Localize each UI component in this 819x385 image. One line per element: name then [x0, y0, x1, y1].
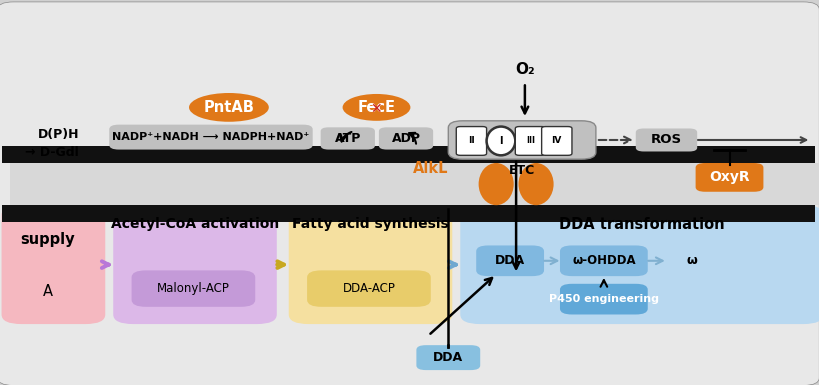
FancyBboxPatch shape	[2, 205, 105, 324]
FancyBboxPatch shape	[455, 127, 486, 155]
FancyBboxPatch shape	[109, 125, 312, 149]
Text: DDA transformation: DDA transformation	[559, 217, 724, 232]
Text: I: I	[499, 136, 502, 146]
FancyBboxPatch shape	[695, 163, 762, 192]
Text: P450 engineering: P450 engineering	[548, 294, 658, 304]
FancyBboxPatch shape	[459, 205, 819, 324]
Ellipse shape	[486, 127, 514, 155]
FancyBboxPatch shape	[476, 246, 543, 276]
Text: DDA-ACP: DDA-ACP	[342, 282, 395, 295]
Ellipse shape	[518, 163, 553, 205]
FancyBboxPatch shape	[288, 205, 452, 324]
Text: IV: IV	[551, 136, 561, 146]
FancyBboxPatch shape	[559, 284, 647, 315]
FancyBboxPatch shape	[635, 129, 696, 151]
Text: II: II	[468, 136, 474, 146]
FancyBboxPatch shape	[307, 270, 430, 307]
Text: Acetyl-CoA activation: Acetyl-CoA activation	[111, 218, 278, 231]
Text: FecE: FecE	[357, 100, 395, 115]
FancyBboxPatch shape	[416, 345, 480, 370]
Ellipse shape	[342, 94, 410, 121]
Text: ROS: ROS	[650, 134, 681, 146]
Text: ETC: ETC	[509, 164, 535, 177]
Bar	[2, 146, 814, 163]
Text: → D-Gdl: → D-Gdl	[25, 146, 79, 159]
Text: Fatty acid synthesis: Fatty acid synthesis	[292, 218, 448, 231]
Text: ADP: ADP	[391, 132, 420, 145]
FancyBboxPatch shape	[320, 127, 374, 149]
Text: A: A	[43, 284, 52, 299]
Text: ω: ω	[686, 254, 696, 267]
FancyBboxPatch shape	[448, 121, 595, 159]
Text: Malonyl-ACP: Malonyl-ACP	[156, 282, 229, 295]
Text: DDA: DDA	[432, 351, 463, 364]
FancyBboxPatch shape	[131, 270, 255, 307]
Text: supply: supply	[20, 232, 75, 247]
Text: ATP: ATP	[334, 132, 360, 145]
Text: O₂: O₂	[514, 62, 534, 77]
Text: D(P)H: D(P)H	[38, 129, 79, 142]
Text: OxyR: OxyR	[708, 171, 749, 184]
FancyBboxPatch shape	[113, 205, 277, 324]
FancyBboxPatch shape	[378, 127, 432, 149]
FancyBboxPatch shape	[559, 246, 647, 276]
Text: ✕: ✕	[370, 102, 382, 116]
Bar	[10, 163, 819, 205]
Bar	[2, 205, 814, 223]
Text: DDA: DDA	[495, 254, 524, 267]
Text: NADP⁺+NADH ⟶ NADPH+NAD⁺: NADP⁺+NADH ⟶ NADPH+NAD⁺	[112, 132, 310, 142]
Text: III: III	[525, 136, 534, 146]
Ellipse shape	[189, 93, 269, 122]
Text: AlkL: AlkL	[412, 161, 448, 176]
Ellipse shape	[478, 163, 513, 205]
Text: ω-OHDDA: ω-OHDDA	[572, 254, 635, 267]
FancyBboxPatch shape	[514, 127, 545, 155]
FancyBboxPatch shape	[541, 127, 572, 155]
Text: PntAB: PntAB	[203, 100, 254, 115]
